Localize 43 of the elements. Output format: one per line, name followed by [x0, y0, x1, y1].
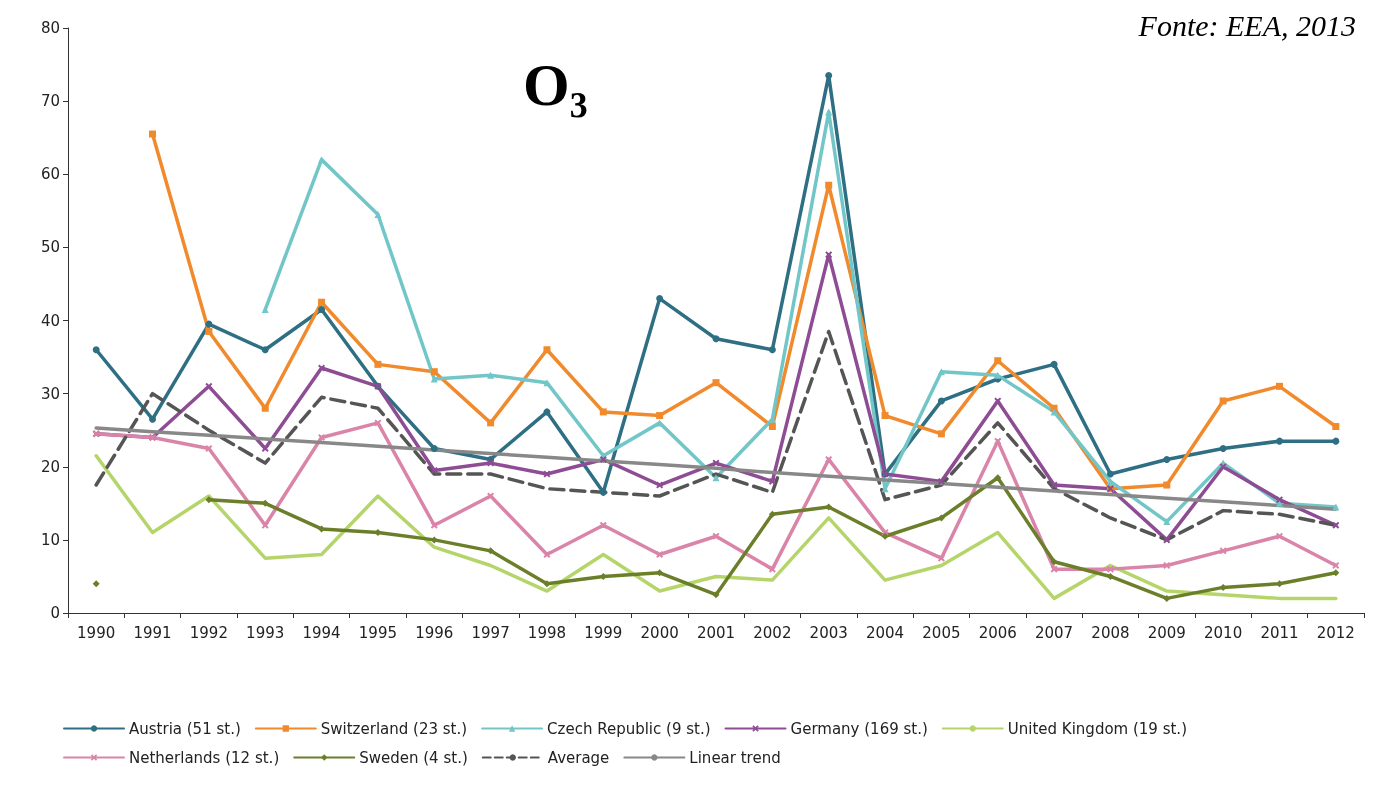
- x-tick-label: 2001: [696, 623, 736, 642]
- x-tick-label: 1991: [133, 623, 172, 642]
- x-tick-label: 2005: [922, 623, 961, 642]
- y-tick-label: 0: [50, 604, 60, 622]
- legend-label: Average: [547, 748, 610, 767]
- x-tick-label: 2009: [1147, 623, 1186, 642]
- legend-label: Netherlands (12 st.): [129, 748, 280, 767]
- x-tick-label: 1994: [302, 623, 341, 642]
- legend-label: Switzerland (23 st.): [320, 719, 468, 738]
- annotation: Fonte: EEA, 2013: [1137, 8, 1357, 42]
- x-tick-label: 1996: [415, 623, 454, 642]
- legend-label: Sweden (4 st.): [359, 748, 468, 767]
- x-tick-label: 2010: [1204, 623, 1243, 642]
- x-tick-label: 1995: [358, 623, 398, 642]
- y-tick-label: 20: [40, 457, 60, 476]
- legend-label: Austria (51 st.): [129, 719, 241, 738]
- x-tick-label: 2011: [1260, 623, 1299, 642]
- y-tick-label: 10: [40, 530, 60, 549]
- x-tick-label: 2002: [753, 623, 792, 642]
- legend-label: Czech Republic (9 st.): [547, 719, 711, 738]
- x-tick-label: 1992: [189, 623, 228, 642]
- x-tick-label: 2012: [1316, 623, 1355, 642]
- legend-label: Germany (169 st.): [790, 719, 928, 738]
- legend-label: United Kingdom (19 st.): [1007, 719, 1187, 738]
- x-tick-label: 1993: [246, 623, 285, 642]
- x-tick-label: 1990: [77, 623, 116, 642]
- x-tick-label: 1997: [471, 623, 510, 642]
- y-tick-label: 70: [40, 92, 60, 111]
- x-tick-label: 2006: [978, 623, 1017, 642]
- y-tick-label: 60: [40, 165, 60, 184]
- x-tick-label: 2003: [809, 623, 848, 642]
- x-tick-label: 1999: [584, 623, 623, 642]
- y-tick-label: 50: [40, 238, 60, 257]
- x-tick-label: 2000: [640, 623, 679, 642]
- legend-label: Linear trend: [689, 748, 781, 767]
- chart-title: O₃: [523, 52, 588, 118]
- y-tick-label: 80: [40, 19, 60, 37]
- x-tick-label: 2004: [865, 623, 905, 642]
- x-tick-label: 2007: [1034, 623, 1074, 642]
- y-tick-label: 40: [40, 311, 60, 330]
- y-tick-label: 30: [40, 384, 60, 403]
- x-tick-label: 2008: [1091, 623, 1130, 642]
- x-tick-label: 1998: [527, 623, 567, 642]
